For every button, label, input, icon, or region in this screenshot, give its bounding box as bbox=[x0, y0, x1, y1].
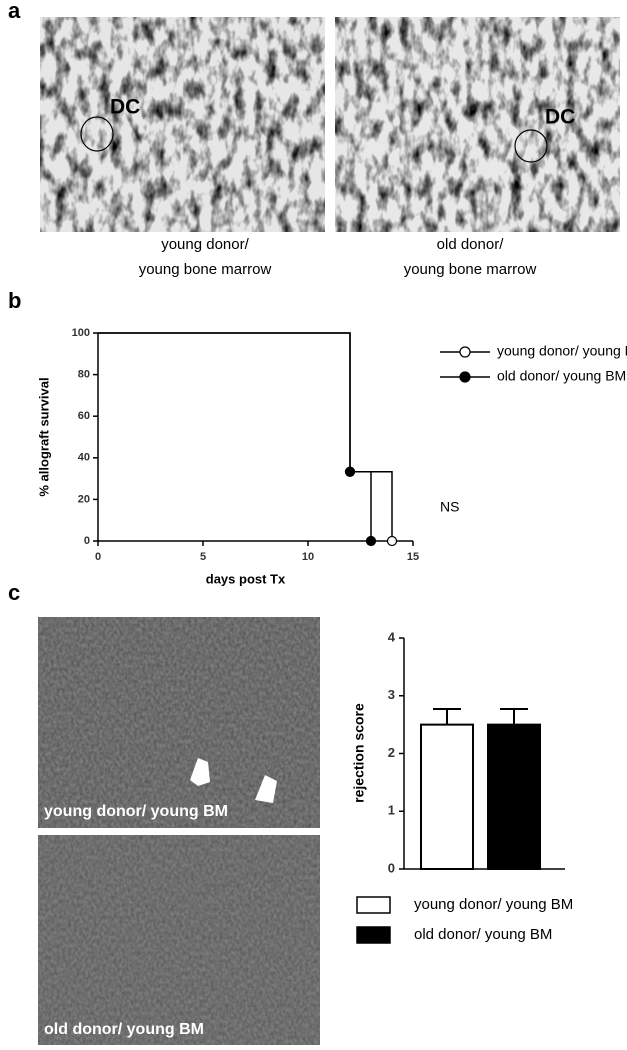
y-axis-label: rejection score bbox=[351, 703, 367, 803]
dc-circle bbox=[514, 129, 548, 163]
panel-label: b bbox=[8, 288, 21, 313]
dc-circle bbox=[80, 116, 114, 152]
y-tick-label: 100 bbox=[72, 327, 90, 339]
caption: old donor/ bbox=[437, 236, 505, 253]
bar bbox=[487, 723, 541, 870]
histology-texture bbox=[335, 17, 620, 232]
panel-label: c bbox=[8, 580, 20, 605]
y-tick-label: 1 bbox=[388, 803, 395, 818]
legend-swatch bbox=[356, 896, 391, 914]
dc-label: DC bbox=[110, 96, 140, 119]
panel-label: a bbox=[8, 0, 21, 23]
legend-marker bbox=[459, 346, 471, 358]
caption: young donor/ bbox=[161, 236, 249, 253]
legend-label: old donor/ young BM bbox=[414, 926, 552, 943]
y-tick-label: 4 bbox=[388, 629, 396, 644]
survival-line bbox=[98, 332, 372, 541]
y-tick-label: 0 bbox=[84, 535, 90, 547]
y-axis-label: % allograft survival bbox=[36, 377, 51, 496]
y-tick-label: 80 bbox=[78, 369, 90, 381]
dc-label: DC bbox=[545, 106, 575, 129]
x-tick-label: 15 bbox=[407, 551, 419, 563]
image-label: young donor/ young BM bbox=[44, 803, 228, 820]
legend-label: young donor/ young BM bbox=[414, 896, 573, 913]
y-tick-label: 20 bbox=[78, 493, 90, 505]
lesion bbox=[190, 758, 277, 803]
y-tick-label: 2 bbox=[388, 745, 395, 760]
legend-label: young donor/ young BM bbox=[497, 343, 627, 359]
y-tick-label: 60 bbox=[78, 410, 90, 422]
legend-label: old donor/ young BM bbox=[497, 368, 626, 384]
histology-texture bbox=[38, 617, 320, 828]
x-axis-label: days post Tx bbox=[206, 571, 286, 586]
y-tick-label: 40 bbox=[78, 452, 90, 464]
x-tick-label: 10 bbox=[302, 551, 314, 563]
caption: young bone marrow bbox=[404, 261, 537, 278]
event-marker bbox=[344, 466, 356, 477]
x-tick-label: 0 bbox=[95, 551, 101, 563]
legend-marker bbox=[459, 371, 471, 383]
caption: young bone marrow bbox=[139, 261, 272, 278]
histology-texture bbox=[40, 17, 325, 232]
event-marker bbox=[386, 535, 398, 547]
y-tick-label: 0 bbox=[388, 860, 395, 875]
x-tick-label: 5 bbox=[200, 551, 206, 563]
survival-line bbox=[98, 332, 393, 541]
y-tick-label: 3 bbox=[388, 687, 395, 702]
image-label: old donor/ young BM bbox=[44, 1021, 204, 1038]
annotation: NS bbox=[440, 499, 459, 515]
event-marker bbox=[365, 535, 377, 547]
legend-swatch bbox=[356, 926, 391, 944]
bar bbox=[420, 723, 474, 870]
histology-texture bbox=[38, 835, 320, 1045]
